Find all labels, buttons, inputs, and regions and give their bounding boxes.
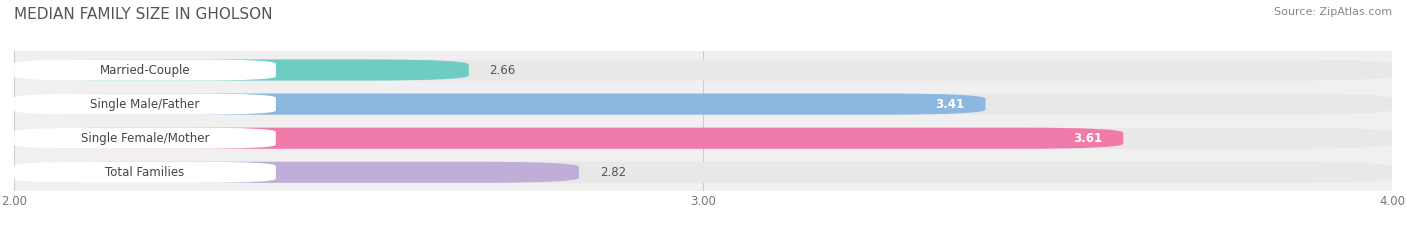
Text: 3.41: 3.41 (935, 98, 965, 111)
FancyBboxPatch shape (14, 59, 276, 81)
FancyBboxPatch shape (14, 162, 276, 183)
FancyBboxPatch shape (14, 162, 579, 183)
Text: Total Families: Total Families (105, 166, 184, 179)
FancyBboxPatch shape (14, 93, 1392, 115)
Text: Source: ZipAtlas.com: Source: ZipAtlas.com (1274, 7, 1392, 17)
FancyBboxPatch shape (14, 59, 468, 81)
FancyBboxPatch shape (14, 162, 1392, 183)
Text: Single Female/Mother: Single Female/Mother (80, 132, 209, 145)
Text: 3.61: 3.61 (1073, 132, 1102, 145)
FancyBboxPatch shape (14, 93, 276, 115)
Text: MEDIAN FAMILY SIZE IN GHOLSON: MEDIAN FAMILY SIZE IN GHOLSON (14, 7, 273, 22)
FancyBboxPatch shape (14, 128, 1392, 149)
FancyBboxPatch shape (14, 93, 986, 115)
FancyBboxPatch shape (14, 128, 1123, 149)
Text: Single Male/Father: Single Male/Father (90, 98, 200, 111)
Text: 2.82: 2.82 (599, 166, 626, 179)
Text: 2.66: 2.66 (489, 64, 516, 76)
FancyBboxPatch shape (14, 128, 276, 149)
FancyBboxPatch shape (14, 59, 1392, 81)
Text: Married-Couple: Married-Couple (100, 64, 190, 76)
